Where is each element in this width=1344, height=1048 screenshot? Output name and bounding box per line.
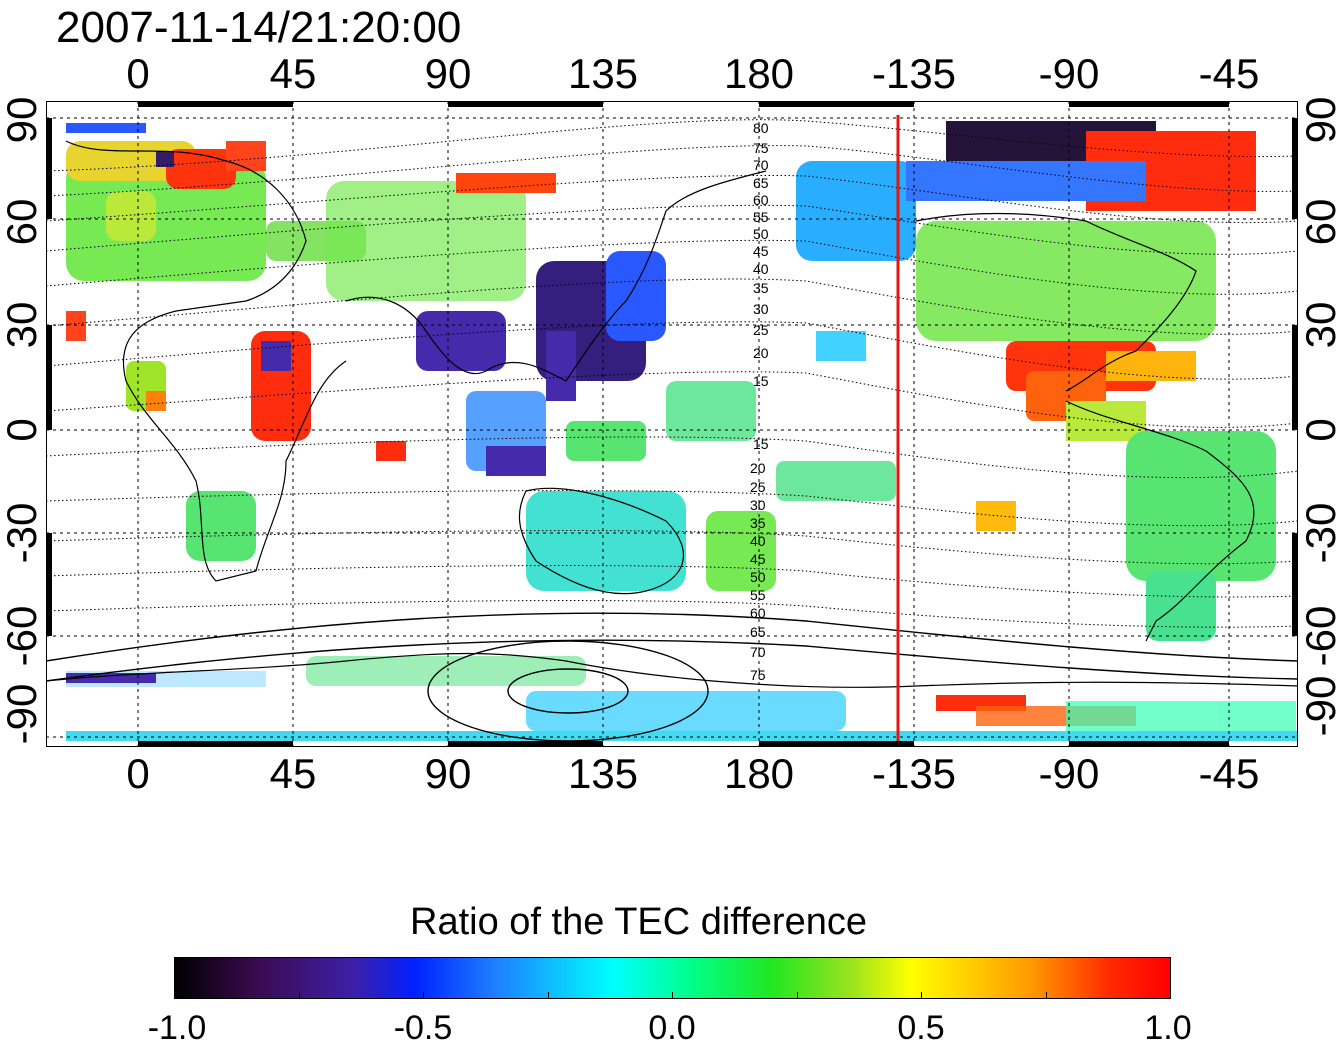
right-axis-label: -90 [1297, 675, 1344, 737]
bottom-axis-label: -90 [1038, 750, 1100, 797]
maglat-label-north: 50 [753, 226, 769, 242]
colorbar-label: -0.5 [393, 1009, 453, 1047]
maglat-label-north: 55 [753, 209, 769, 225]
bottom-axis-label: 180 [723, 750, 795, 797]
colorbar-title: Ratio of the TEC difference [410, 901, 867, 943]
maglat-label-north: 30 [753, 301, 769, 317]
left-axis-label: 90 [0, 96, 45, 144]
maglat-label-north: 20 [753, 345, 769, 361]
top-axis-label: 0 [126, 50, 150, 97]
tec-map [46, 101, 1298, 747]
colorbar-tick [1046, 992, 1047, 999]
colorbar-label: 1.0 [1144, 1009, 1192, 1047]
frame-tick-bars [46, 101, 1298, 747]
graticule [46, 101, 1298, 747]
bottom-axis-label: -45 [1198, 750, 1260, 797]
maglat-label-south: 50 [750, 569, 766, 585]
maglat-label-south: 40 [750, 533, 766, 549]
left-axis-label: 60 [0, 198, 45, 246]
left-axis-label: -60 [0, 605, 45, 667]
top-axis-label: 90 [424, 50, 472, 97]
top-axis-label: 180 [723, 50, 795, 97]
right-axis-label: 90 [1297, 96, 1344, 144]
maglat-label-south: 60 [750, 605, 766, 621]
maglat-label-south: 15 [753, 436, 769, 452]
maglat-label-south: 30 [750, 497, 766, 513]
colorbar-tick [548, 992, 549, 999]
aurora-oval-contours [46, 612, 1298, 742]
colorbar-tick [797, 992, 798, 999]
maglat-label-south: 35 [750, 515, 766, 531]
colorbar-tick [672, 992, 673, 999]
map-timestamp: 2007-11-14/21:20:00 [56, 3, 462, 52]
maglat-label-south: 45 [750, 551, 766, 567]
left-axis-label: -90 [0, 683, 45, 745]
right-axis-label: -60 [1297, 605, 1344, 667]
maglat-label-north: 75 [753, 140, 769, 156]
right-axis-label: 0 [1297, 418, 1344, 442]
top-axis-label: -135 [871, 50, 957, 97]
maglat-label-north: 35 [753, 280, 769, 296]
bottom-axis-label: 45 [269, 750, 317, 797]
maglat-label-north: 60 [753, 192, 769, 208]
coastlines [46, 140, 1298, 688]
colorbar-label: 0.0 [648, 1009, 696, 1047]
tec-data-patches [66, 121, 1298, 741]
left-axis-label: -30 [0, 502, 45, 564]
top-axis-label: 135 [567, 50, 639, 97]
maglat-label-south: 75 [750, 667, 766, 683]
right-axis-label: 30 [1297, 301, 1344, 349]
maglat-label-north: 25 [753, 322, 769, 338]
magnetic-latitude-contours [46, 119, 1298, 628]
maglat-label-south: 20 [750, 460, 766, 476]
maglat-label-north: 80 [753, 120, 769, 136]
right-axis-label: 60 [1297, 198, 1344, 246]
left-axis-label: 0 [0, 418, 45, 442]
bottom-axis-label: 90 [424, 750, 472, 797]
bottom-axis-label: 135 [567, 750, 639, 797]
left-axis-label: 30 [0, 301, 45, 349]
right-axis-label: -30 [1297, 502, 1344, 564]
maglat-label-south: 65 [750, 624, 766, 640]
top-axis-label: -45 [1198, 50, 1260, 97]
bottom-axis-label: 0 [126, 750, 150, 797]
maglat-label-north: 15 [753, 373, 769, 389]
maglat-label-south: 70 [750, 644, 766, 660]
bottom-axis-label: -135 [871, 750, 957, 797]
maglat-label-north: 65 [753, 175, 769, 191]
top-axis-label: -90 [1038, 50, 1100, 97]
colorbar [174, 957, 1171, 999]
maglat-label-south: 55 [750, 587, 766, 603]
maglat-label-north: 70 [753, 157, 769, 173]
maglat-label-north: 40 [753, 261, 769, 277]
top-axis-label: 45 [269, 50, 317, 97]
colorbar-label: -1.0 [147, 1009, 207, 1047]
colorbar-tick [299, 992, 300, 999]
colorbar-tick [423, 992, 424, 999]
maglat-label-north: 45 [753, 243, 769, 259]
colorbar-label: 0.5 [897, 1009, 945, 1047]
maglat-label-south: 25 [750, 479, 766, 495]
colorbar-tick [921, 992, 922, 999]
